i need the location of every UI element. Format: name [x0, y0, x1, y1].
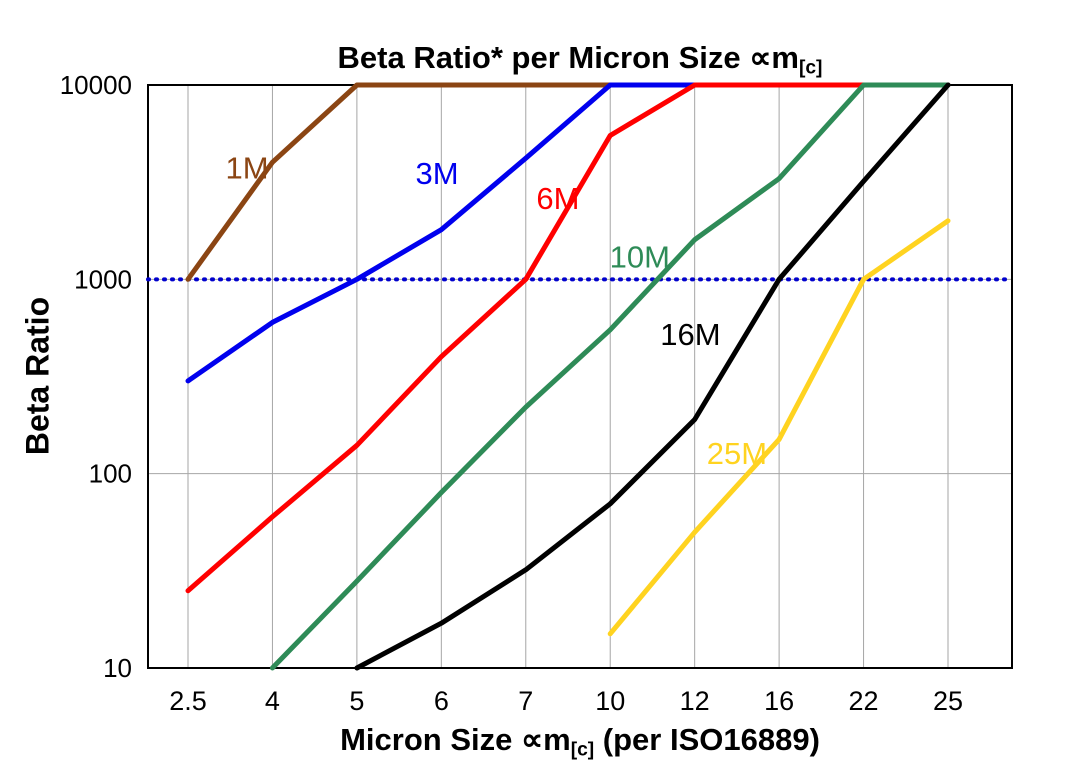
- x-tick-label: 7: [518, 686, 533, 716]
- x-tick-label: 12: [680, 686, 710, 716]
- series-label-1M: 1M: [226, 151, 269, 186]
- chart-title-subscript: [c]: [798, 57, 823, 79]
- y-tick-label: 10: [103, 653, 132, 683]
- plot-border: [147, 84, 1013, 669]
- chart-title-text: Beta Ratio* per Micron Size: [337, 40, 750, 75]
- x-tick-label: 16: [764, 686, 794, 716]
- series-label-25M: 25M: [707, 436, 767, 471]
- x-tick-label: 5: [349, 686, 364, 716]
- series-label-10M: 10M: [610, 240, 670, 275]
- x-axis-title-subscript: [c]: [570, 739, 595, 761]
- series-label-6M: 6M: [536, 181, 579, 216]
- series-label-3M: 3M: [416, 156, 459, 191]
- x-tick-label: 6: [434, 686, 449, 716]
- series-line-16M: [354, 82, 951, 671]
- series-line-25M: [607, 218, 951, 637]
- y-tick-label: 10000: [60, 70, 132, 100]
- x-tick-label: 2.5: [169, 686, 207, 716]
- micron-symbol: ∝m: [520, 722, 571, 757]
- gridlines: [148, 84, 1012, 669]
- series-line-6M: [185, 82, 951, 594]
- x-tick-label: 25: [933, 686, 963, 716]
- x-tick-label: 10: [595, 686, 625, 716]
- x-axis-title: Micron Size ∝m[c] (per ISO16889): [148, 722, 1012, 761]
- x-axis-title-text: Micron Size: [340, 722, 521, 757]
- y-tick-label: 1000: [74, 264, 132, 294]
- chart-title: Beta Ratio* per Micron Size ∝m[c]: [148, 40, 1012, 79]
- y-tick-label: 100: [89, 459, 132, 489]
- x-tick-label: 22: [849, 686, 879, 716]
- x-tick-label: 4: [265, 686, 280, 716]
- micron-symbol: ∝m: [749, 40, 799, 75]
- x-axis-title-suffix: (per ISO16889): [594, 722, 820, 757]
- series-line-10M: [269, 82, 951, 671]
- series-label-16M: 16M: [660, 317, 720, 352]
